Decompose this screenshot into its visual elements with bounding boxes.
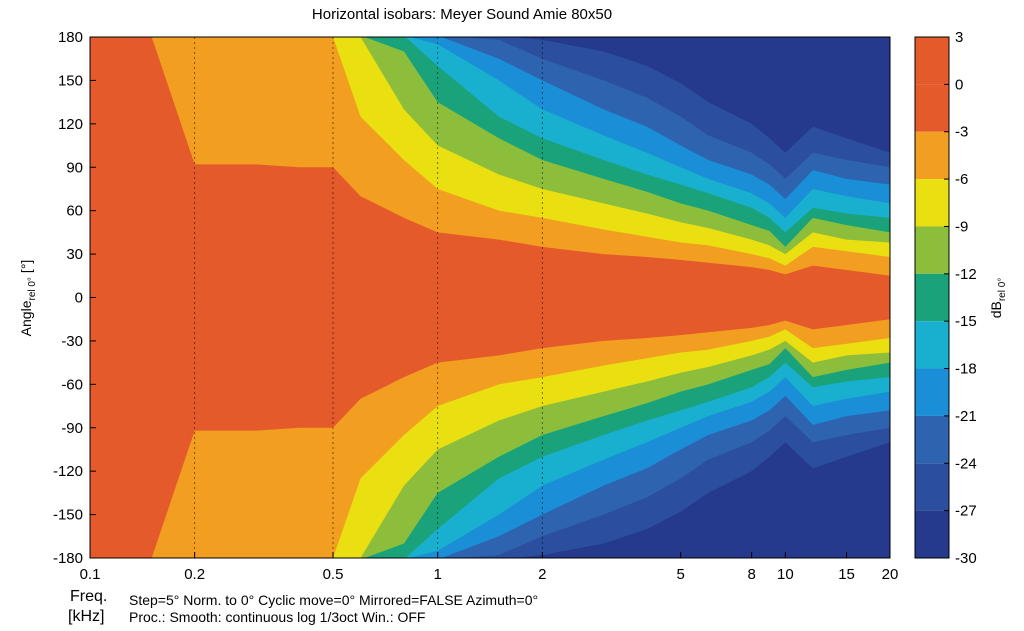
chart-title: Horizontal isobars: Meyer Sound Amie 80x… (312, 6, 612, 23)
x-tick-label: 0.1 (80, 566, 101, 583)
y-tick-label: 90 (66, 159, 83, 176)
y-axis-title: Anglerel 0° [°] (18, 260, 38, 337)
x-tick-label: 2 (538, 566, 546, 583)
isobar-levelminus-27 (513, 37, 890, 558)
processing-line: Proc.: Smooth: continuous log 1/3oct Win… (129, 609, 426, 625)
colorbar-segment (915, 273, 949, 322)
colorbar-segment (915, 37, 949, 85)
colorbar-segment (915, 368, 949, 416)
colorbar-tick-label: -12 (955, 266, 977, 283)
x-axis-label: Freq. (70, 588, 108, 605)
colorbar-segment (915, 131, 949, 180)
colorbar-frame (914, 36, 950, 559)
y-tick-label: -30 (61, 333, 83, 350)
y-tick-label: 60 (66, 203, 83, 220)
y-tick-label: 120 (58, 116, 83, 133)
y-axis-unit: [°] (18, 260, 34, 273)
colorbar-ticks: 3 0 -3 -6 -9 -12 -15 -18 -21 -24 -27 -30 (944, 29, 977, 567)
y-axis-label: Angle (18, 300, 34, 336)
colorbar-tick-label: -27 (955, 503, 977, 520)
colorbar-tick-label: -9 (955, 218, 968, 235)
colorbar-segment (915, 321, 949, 369)
colorbar (914, 36, 950, 559)
y-tick-label: -120 (53, 463, 83, 480)
y-tick-label: -150 (53, 507, 83, 524)
colorbar-tick-label: -24 (955, 455, 977, 472)
x-axis-ticks: 0.1 0.2 0.5 1 2 5 8 10 15 20 (80, 552, 899, 583)
colorbar-tick-label: -30 (955, 550, 977, 567)
x-axis-unit: [kHz] (68, 608, 105, 625)
colorbar-tick-label: 3 (955, 29, 963, 46)
y-tick-label: 0 (75, 290, 83, 307)
colorbar-tick-label: -15 (955, 313, 977, 330)
colorbar-segment (915, 510, 949, 558)
colorbar-segment (915, 226, 949, 274)
isobar-levelminus-24 (458, 37, 890, 558)
x-tick-label: 0.5 (323, 566, 344, 583)
svg-text:Anglerel 0°[°]: Anglerel 0° [°] (18, 260, 38, 337)
settings-line: Step=5° Norm. to 0° Cyclic move=0° Mirro… (129, 592, 539, 608)
x-tick-label: 15 (838, 566, 855, 583)
svg-text:dBrel 0°: dBrel 0° (988, 278, 1008, 319)
colorbar-label: dB (988, 301, 1004, 318)
x-tick-label: 20 (882, 566, 899, 583)
y-tick-label: 180 (58, 29, 83, 46)
colorbar-tick-label: -18 (955, 361, 977, 378)
x-tick-label: 10 (777, 566, 794, 583)
colorbar-segment (915, 463, 949, 511)
colorbar-label-sub: rel 0° (997, 278, 1008, 301)
y-axis-ticks: 180 150 120 90 60 30 0 -30 -60 -90 -120 -150 -180 (53, 29, 96, 567)
colorbar-segment (915, 415, 949, 464)
colorbar-tick-label: -6 (955, 171, 968, 188)
y-tick-label: -180 (53, 550, 83, 567)
y-tick-label: -90 (61, 420, 83, 437)
x-tick-label: 5 (677, 566, 685, 583)
y-tick-label: 150 (58, 72, 83, 89)
colorbar-segment (915, 179, 949, 227)
colorbar-segment (915, 84, 949, 132)
y-tick-label: 30 (66, 246, 83, 263)
x-tick-label: 8 (747, 566, 755, 583)
gridlines (194, 37, 543, 558)
colorbar-title: dBrel 0° (988, 278, 1008, 319)
heatmap-layer (90, 37, 890, 558)
x-tick-label: 1 (433, 566, 441, 583)
y-tick-label: -60 (61, 376, 83, 393)
colorbar-tick-label: -3 (955, 124, 968, 141)
colorbar-tick-label: -21 (955, 408, 977, 425)
x-tick-label: 0.2 (184, 566, 205, 583)
colorbar-tick-label: 0 (955, 76, 963, 93)
y-axis-label-sub: rel 0° (27, 277, 38, 300)
